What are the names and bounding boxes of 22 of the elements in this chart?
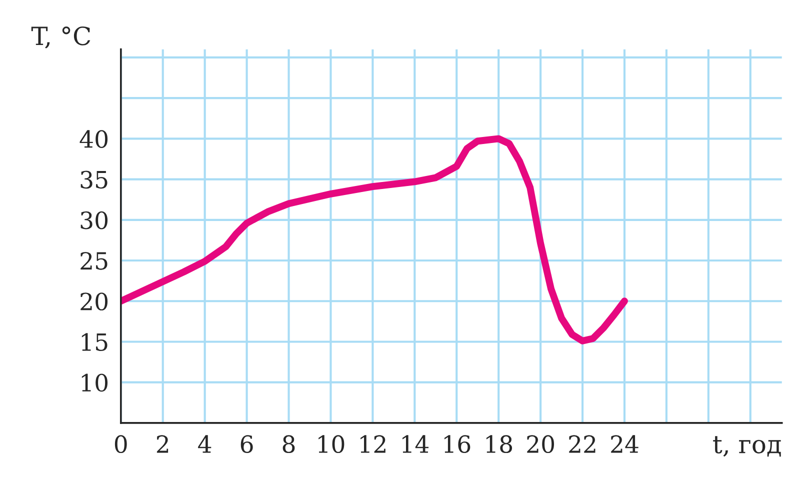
x-tick-label: 4: [198, 435, 212, 453]
y-tick-label: 20: [80, 292, 108, 310]
x-tick-label: 24: [611, 435, 638, 453]
x-tick-label: 2: [156, 435, 168, 453]
y-tick-label: 25: [80, 252, 108, 270]
x-tick-label: 20: [527, 435, 554, 454]
x-tick-label: 0: [114, 435, 127, 454]
x-tick-label: 14: [402, 435, 428, 453]
x-tick-label: 22: [569, 435, 596, 453]
x-tick-label: 12: [360, 435, 386, 453]
y-tick-label: 35: [80, 170, 108, 189]
y-tick-label: 15: [82, 333, 108, 352]
x-axis-title: t, год: [713, 436, 781, 457]
x-tick-label: 6: [240, 435, 253, 454]
x-tick-label: 8: [282, 435, 295, 454]
x-tick-label: 18: [486, 435, 512, 454]
y-axis-title: T, °C: [31, 26, 90, 48]
x-tick-label: 16: [444, 435, 470, 454]
y-tick-label: 30: [80, 211, 108, 230]
y-tick-label: 10: [82, 374, 108, 392]
x-tick-label: 10: [318, 435, 344, 454]
y-tick-label: 40: [80, 130, 108, 148]
